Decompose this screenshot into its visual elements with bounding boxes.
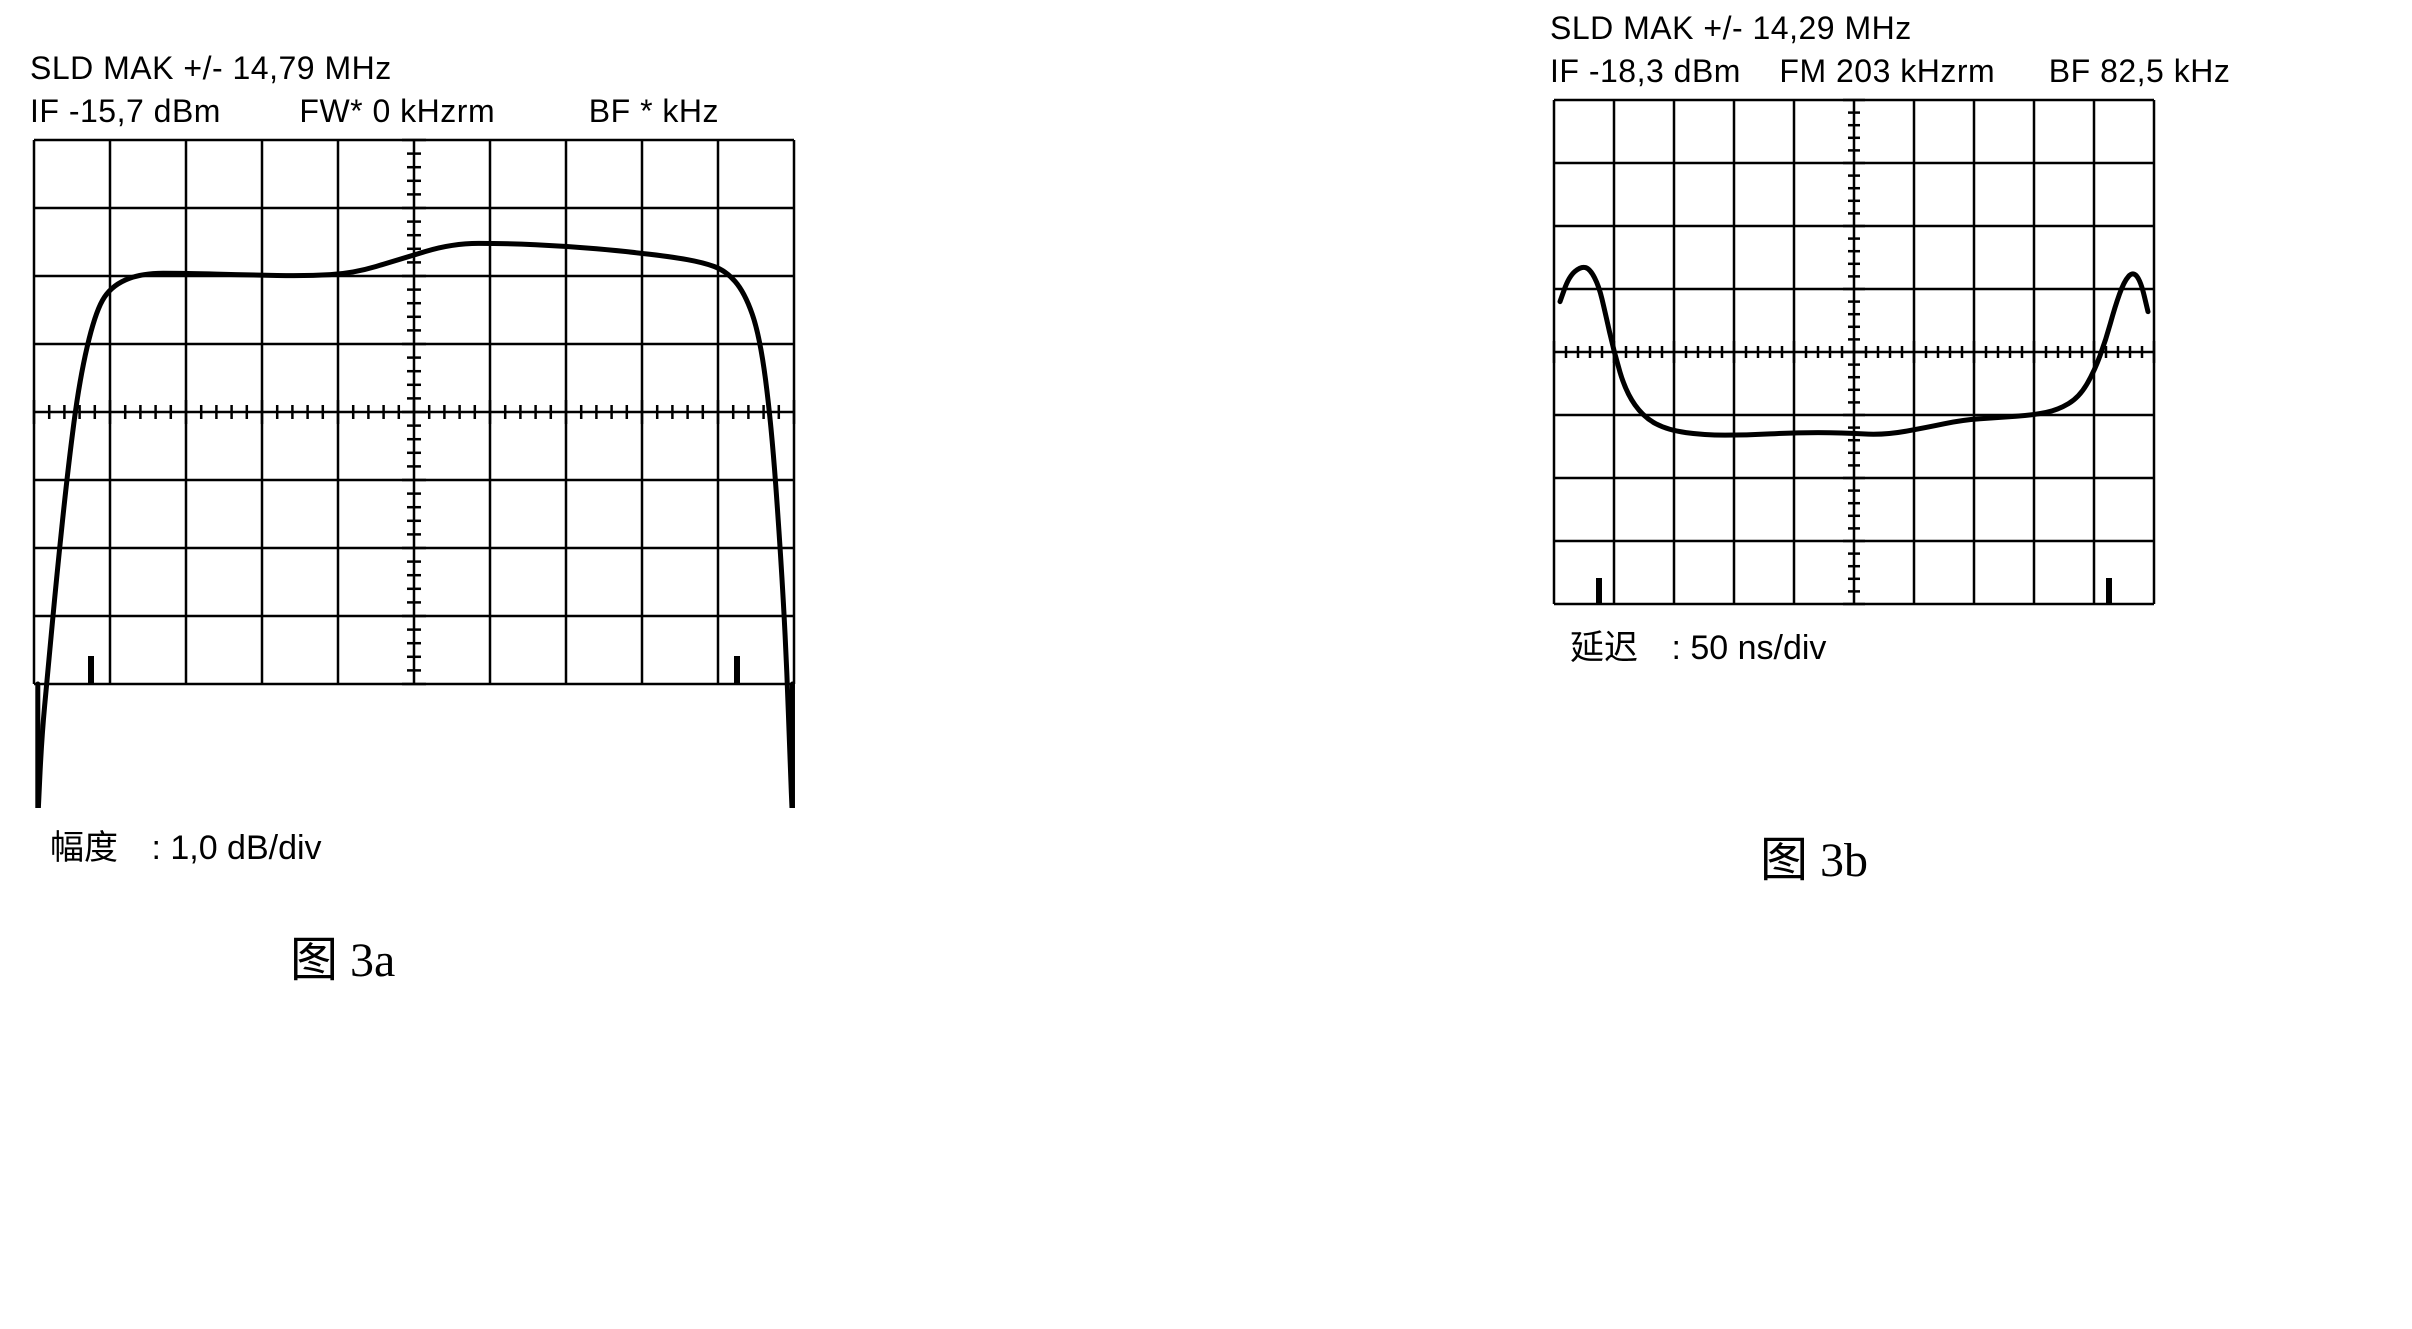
chart-a-axis-prefix: 幅度 <box>50 830 118 867</box>
chart-b-plot <box>1550 96 2158 608</box>
chart-a-plot <box>30 136 798 808</box>
chart-b-axis-label: 延迟 : 50 ns/div <box>1570 620 2230 669</box>
chart-a-axis-label: 幅度 : 1,0 dB/div <box>50 820 798 869</box>
chart-b-bf: BF 82,5 kHz <box>2049 53 2231 90</box>
chart-b-axis-prefix: 延迟 <box>1570 630 1638 667</box>
chart-b-axis-value: : 50 ns/div <box>1671 629 1826 667</box>
chart-b-if: IF -18,3 dBm <box>1550 53 1770 90</box>
chart-b-caption: 图 3b <box>1760 820 1868 890</box>
chart-a-bf: BF * kHz <box>589 93 719 130</box>
chart-a-title-line1: SLD MAK +/- 14,79 MHz <box>30 50 798 87</box>
chart-a-if: IF -15,7 dBm <box>30 93 290 130</box>
chart-b-title-line1: SLD MAK +/- 14,29 MHz <box>1550 10 2230 47</box>
chart-a-axis-value: : 1,0 dB/div <box>151 829 321 867</box>
chart-b-title-line2: IF -18,3 dBm FM 203 kHzrm BF 82,5 kHz <box>1550 53 2230 90</box>
chart-a-container: SLD MAK +/- 14,79 MHz IF -15,7 dBm FW* 0… <box>30 50 798 869</box>
chart-a-fw: FW* 0 kHzrm <box>299 93 579 130</box>
chart-b-container: SLD MAK +/- 14,29 MHz IF -18,3 dBm FM 20… <box>1550 10 2230 669</box>
chart-a-title-line2: IF -15,7 dBm FW* 0 kHzrm BF * kHz <box>30 93 798 130</box>
chart-b-fm: FM 203 kHzrm <box>1779 53 2039 90</box>
chart-a-caption: 图 3a <box>290 920 395 990</box>
